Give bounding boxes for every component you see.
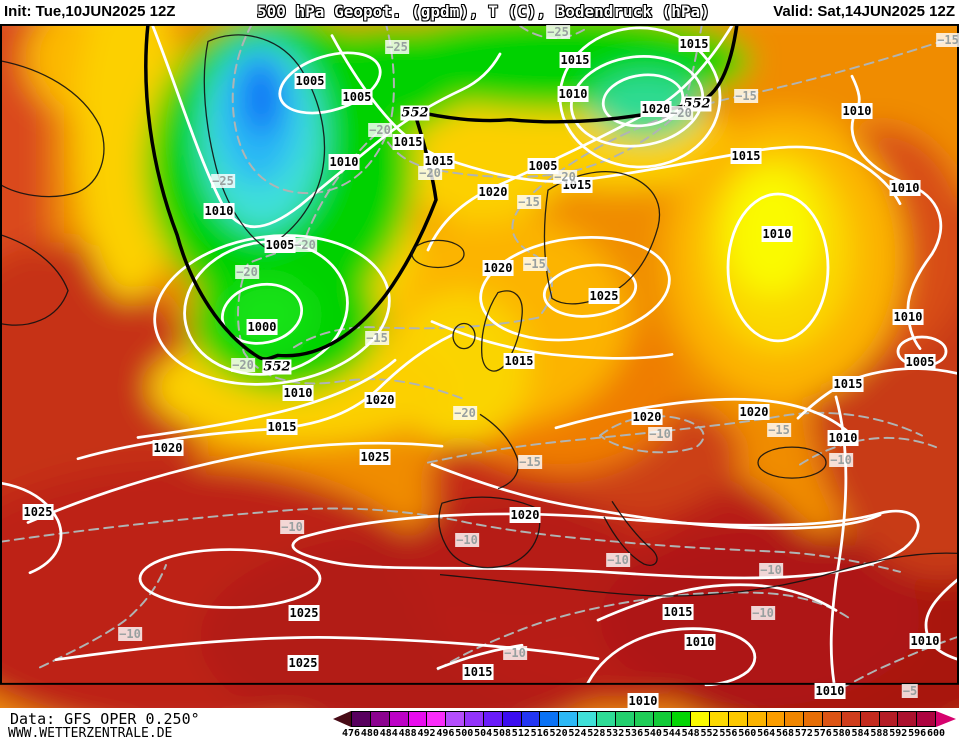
colorbar-tick-label: 600 xyxy=(926,728,946,739)
colorbar-segment xyxy=(691,712,711,726)
colorbar-tick-label: 516 xyxy=(530,728,549,739)
colorbar-segment xyxy=(785,712,805,726)
chart-title: 500 hPa Geopot. (gpdm), T (C), Bodendruc… xyxy=(257,2,710,21)
colorbar-segment xyxy=(352,712,371,726)
colorbar-tick-label: 520 xyxy=(549,728,568,739)
chart-header: Init: Tue,10JUN2025 12Z 500 hPa Geopot. … xyxy=(0,0,959,24)
colorbar-tick-label: 588 xyxy=(870,728,889,739)
map-border xyxy=(0,24,959,685)
colorbar xyxy=(351,711,936,727)
colorbar-tick-label: 560 xyxy=(738,728,757,739)
colorbar-segment xyxy=(427,712,447,726)
colorbar-segment xyxy=(540,712,560,726)
colorbar-segment xyxy=(389,712,409,726)
colorbar-tick-label: 596 xyxy=(908,728,927,739)
website-label: WWW.WETTERZENTRALE.DE xyxy=(8,726,173,741)
colorbar-tick-label: 552 xyxy=(700,728,719,739)
colorbar-segment xyxy=(860,712,880,726)
colorbar-segment xyxy=(408,712,428,726)
colorbar-tick-label: 480 xyxy=(360,728,379,739)
data-source-label: Data: GFS OPER 0.250° xyxy=(10,710,200,728)
colorbar-tick-label: 492 xyxy=(417,728,436,739)
colorbar-tick-label: 548 xyxy=(681,728,700,739)
colorbar-segment xyxy=(898,712,918,726)
colorbar-segment xyxy=(578,712,597,726)
chart-footer: Data: GFS OPER 0.250° WWW.WETTERZENTRALE… xyxy=(0,708,959,741)
colorbar-tick-label: 572 xyxy=(794,728,813,739)
colorbar-segment xyxy=(370,712,390,726)
colorbar-segment xyxy=(823,712,842,726)
colorbar-tick-label: 512 xyxy=(511,728,530,739)
colorbar-tick-label: 496 xyxy=(436,728,455,739)
colorbar-segment xyxy=(672,712,692,726)
colorbar-segment xyxy=(710,712,729,726)
colorbar-segment xyxy=(446,712,466,726)
colorbar-segment xyxy=(559,712,579,726)
colorbar-segment xyxy=(653,712,673,726)
geopotential-color-field xyxy=(0,24,959,708)
colorbar-tick-label: 592 xyxy=(889,728,908,739)
colorbar-segment xyxy=(917,712,936,726)
colorbar-tick-label: 504 xyxy=(474,728,493,739)
colorbar-tick-label: 556 xyxy=(719,728,738,739)
colorbar-segment xyxy=(804,712,824,726)
colorbar-tick-label: 528 xyxy=(587,728,606,739)
colorbar-segment xyxy=(502,712,522,726)
colorbar-segment xyxy=(634,712,654,726)
colorbar-left-arrow-icon xyxy=(333,711,351,727)
colorbar-tick-label: 576 xyxy=(813,728,832,739)
colorbar-right-arrow-icon xyxy=(936,711,956,727)
weather-map-svg xyxy=(0,24,959,708)
colorbar-tick-label: 564 xyxy=(757,728,776,739)
colorbar-tick-label: 544 xyxy=(662,728,681,739)
colorbar-segment xyxy=(596,712,616,726)
colorbar-segment xyxy=(521,712,541,726)
colorbar-segment xyxy=(879,712,899,726)
colorbar-tick-label: 536 xyxy=(625,728,644,739)
colorbar-segment xyxy=(841,712,861,726)
colorbar-tick-label: 580 xyxy=(832,728,851,739)
colorbar-segment xyxy=(483,712,503,726)
colorbar-tick-label: 500 xyxy=(455,728,474,739)
init-time-label: Init: Tue,10JUN2025 12Z xyxy=(4,3,176,20)
valid-time-label: Valid: Sat,14JUN2025 12Z xyxy=(773,3,955,20)
colorbar-tick-label: 532 xyxy=(606,728,625,739)
colorbar-segment xyxy=(615,712,635,726)
colorbar-tick-label: 488 xyxy=(398,728,417,739)
colorbar-segment xyxy=(728,712,748,726)
colorbar-segment xyxy=(766,712,786,726)
colorbar-segment xyxy=(747,712,767,726)
map-canvas xyxy=(0,24,959,708)
colorbar-tick-label: 568 xyxy=(776,728,795,739)
colorbar-tick-label: 484 xyxy=(379,728,398,739)
colorbar-tick-label: 476 xyxy=(341,728,361,739)
colorbar-tick-label: 584 xyxy=(851,728,870,739)
colorbar-tick-label: 540 xyxy=(643,728,662,739)
colorbar-tick-label: 524 xyxy=(568,728,587,739)
colorbar-segment xyxy=(465,712,484,726)
colorbar-tick-label: 508 xyxy=(492,728,511,739)
